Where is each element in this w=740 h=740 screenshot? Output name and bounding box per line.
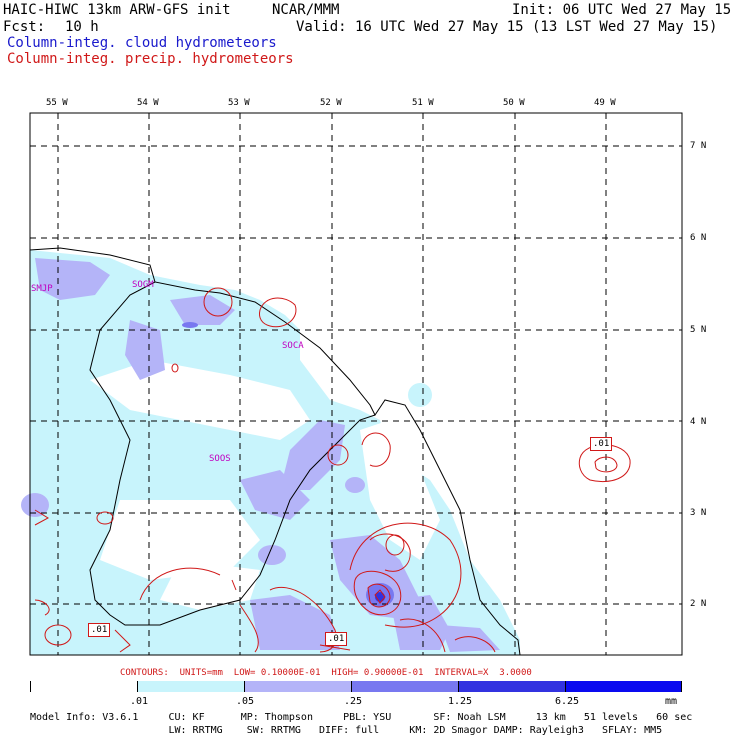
colorbar-swatch [138,681,245,692]
colorbar-label: 6.25 [555,696,580,707]
station-label: SMJP [31,284,53,294]
center-label: NCAR/MMM [272,2,340,18]
colorbar-swatch [245,681,352,692]
lon-label: 50 W [503,98,525,108]
model-info-line-1: Model Info: V3.6.1 CU: KF MP: Thompson P… [30,712,693,723]
colorbar-label: .05 [236,696,255,707]
valid-time: Valid: 16 UTC Wed 27 May 15 (13 LST Wed … [296,19,718,35]
lat-label: 4 N [690,417,707,427]
precip-contours [34,287,631,653]
lat-label: 2 N [690,599,707,609]
station-label: SOGM [132,280,154,290]
colorbar-label: .25 [344,696,363,707]
contour-value-label: .01 [590,437,613,451]
forecast-hour: 10 h [65,19,99,35]
lon-label: 51 W [412,98,434,108]
lon-label: 52 W [320,98,342,108]
lat-label: 5 N [690,325,707,335]
coastline [29,247,521,656]
cloud-fill-light [30,250,520,655]
colorbar-swatch [31,681,138,692]
init-time: Init: 06 UTC Wed 27 May 15 [512,2,732,18]
model-title: HAIC-HIWC 13km ARW-GFS init [3,2,231,18]
lat-label: 7 N [690,141,707,151]
contour-value-label: .01 [88,623,111,637]
colorbar-units: mm [665,696,678,707]
station-label: SOCA [282,341,304,351]
colorbar-swatch [459,681,566,692]
lon-label: 53 W [228,98,250,108]
cloud-field-title: Column-integ. cloud hydrometeors [7,35,277,51]
colorbar-label: .01 [130,696,149,707]
lon-label: 49 W [594,98,616,108]
cloud-fill-medium [21,258,500,652]
plot-frame [29,112,683,656]
lat-label: 3 N [690,508,707,518]
colorbar-label: 1.25 [448,696,473,707]
contour-info: CONTOURS: UNITS=mm LOW= 0.10000E-01 HIGH… [120,668,532,678]
colorbar-swatch [566,681,681,692]
model-info-line-2: LW: RRTMG SW: RRTMG DIFF: full KM: 2D Sm… [30,725,663,736]
lon-label: 54 W [137,98,159,108]
lat-lon-grid [30,113,682,655]
forecast-label: Fcst: [3,19,46,35]
contour-value-label: .01 [325,632,348,646]
station-label: SOOS [209,454,231,464]
lon-label: 55 W [46,98,68,108]
cloud-fill-white-gaps [90,360,440,610]
colorbar-swatch [352,681,459,692]
precip-field-title: Column-integ. precip. hydrometeors [7,51,294,67]
lat-label: 6 N [690,233,707,243]
